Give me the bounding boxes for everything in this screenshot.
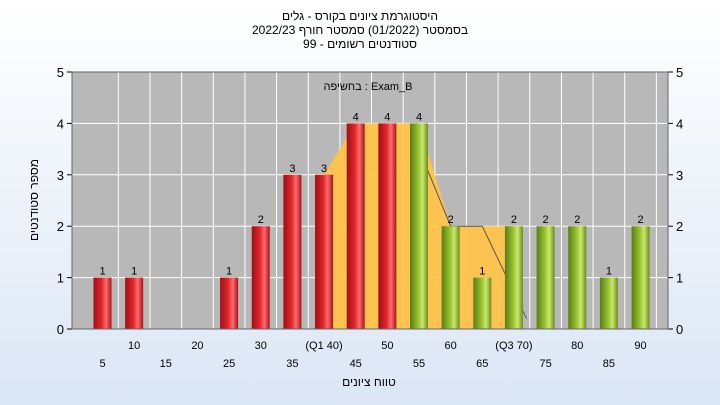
y-tick-label-left: 2	[57, 219, 64, 234]
x-tick-label-35: 35	[286, 358, 298, 370]
y-tick-label-left: 5	[57, 65, 64, 80]
bar-35	[283, 174, 302, 329]
x-tick-label-55: 55	[413, 358, 425, 370]
bar-60	[441, 226, 460, 329]
y-tick-label-left: 0	[57, 322, 64, 337]
x-tick-label-30: 30	[255, 340, 267, 352]
x-tick-label-15: 15	[160, 358, 172, 370]
bar-75	[536, 226, 555, 329]
y-tick-label-right: 2	[676, 219, 683, 234]
y-tick-label-right: 4	[676, 116, 683, 131]
exposure-annotation: בחשיפה : Exam_B	[324, 81, 413, 93]
data-label-50: 4	[384, 111, 390, 123]
bar-50	[378, 123, 397, 330]
x-tick-label-70: (Q3 70)	[495, 340, 532, 352]
chart-title-line-1: היסטוגרמת ציונים בקורס - גלים	[281, 9, 439, 23]
data-label-10: 1	[131, 266, 137, 278]
y-tick-label-right: 3	[676, 168, 683, 183]
y-tick-label-right: 0	[676, 322, 683, 337]
y-tick-label-left: 3	[57, 168, 64, 183]
bar-40	[315, 174, 334, 329]
data-label-55: 4	[416, 111, 422, 123]
data-label-65: 1	[479, 266, 485, 278]
bar-45	[346, 123, 365, 330]
x-tick-label-40: (Q1 40)	[305, 340, 342, 352]
bar-90	[631, 226, 650, 329]
data-label-40: 3	[321, 163, 327, 175]
bar-65	[473, 277, 492, 329]
x-tick-label-90: 90	[634, 340, 646, 352]
data-label-90: 2	[637, 214, 643, 226]
x-tick-label-80: 80	[571, 340, 583, 352]
bar-85	[599, 277, 618, 329]
y-tick-label-right: 5	[676, 65, 683, 80]
x-tick-label-65: 65	[476, 358, 488, 370]
trend-line	[418, 148, 528, 319]
data-label-30: 2	[258, 214, 264, 226]
y-axis-title: מספר סטודנטים	[27, 159, 41, 241]
data-label-25: 1	[226, 266, 232, 278]
data-label-60: 2	[448, 214, 454, 226]
bar-30	[251, 226, 270, 329]
data-label-5: 1	[99, 266, 105, 278]
x-tick-label-10: 10	[128, 340, 140, 352]
bar-55	[410, 123, 428, 330]
data-label-70: 2	[511, 214, 517, 226]
x-tick-label-50: 50	[381, 340, 393, 352]
chart-title-line-2: בסמסטר (01/2022) סמסטר חורף 2022/23	[251, 23, 469, 37]
x-tick-label-60: 60	[445, 340, 457, 352]
x-tick-label-5: 5	[99, 358, 105, 370]
x-tick-label-20: 20	[191, 340, 203, 352]
x-tick-label-75: 75	[539, 358, 551, 370]
y-tick-label-left: 1	[57, 271, 64, 286]
bar-10	[125, 277, 144, 329]
x-axis-title: טווח ציונים	[342, 375, 396, 389]
bar-70	[504, 226, 523, 329]
bar-5	[93, 277, 112, 329]
data-label-75: 2	[543, 214, 549, 226]
y-tick-label-left: 4	[57, 116, 64, 131]
x-tick-label-45: 45	[350, 358, 362, 370]
data-label-35: 3	[289, 163, 295, 175]
data-label-80: 2	[574, 214, 580, 226]
data-label-45: 4	[353, 111, 359, 123]
y-tick-label-right: 1	[676, 271, 683, 286]
bar-25	[220, 277, 239, 329]
plot-border	[71, 71, 669, 330]
data-label-85: 1	[606, 266, 612, 278]
x-tick-label-85: 85	[603, 358, 615, 370]
x-tick-label-25: 25	[223, 358, 235, 370]
chart-title-line-3: סטודנטים רשומים - 99	[303, 37, 417, 51]
bar-80	[568, 226, 587, 329]
